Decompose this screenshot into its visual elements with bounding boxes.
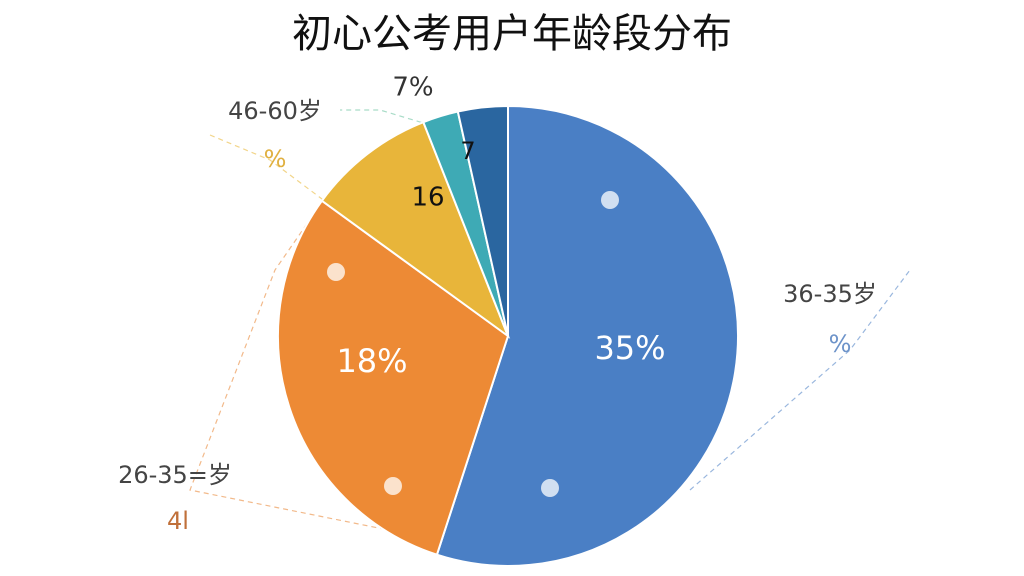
pie xyxy=(277,104,739,567)
chart-title: 初心公考用户年龄段分布 xyxy=(292,11,732,57)
dot xyxy=(601,191,619,209)
annotation: 7% xyxy=(392,73,433,103)
dot xyxy=(384,477,402,495)
leader-line xyxy=(209,134,331,206)
annotation: 7 xyxy=(460,137,475,165)
pie-slice xyxy=(435,104,739,567)
annotation: 16 xyxy=(411,183,444,213)
annotation: % xyxy=(264,145,287,173)
annotation: 46-60岁 xyxy=(228,97,322,125)
annotation: 4l xyxy=(167,507,189,535)
annotation: 36-35岁 xyxy=(783,280,877,308)
dot xyxy=(327,263,345,281)
pie-slice xyxy=(277,199,510,557)
annotation: 35% xyxy=(594,329,665,367)
leader-line xyxy=(689,269,911,491)
leader-lines xyxy=(189,109,911,541)
slice-dots xyxy=(327,191,619,497)
dot xyxy=(541,479,559,497)
pie-slice xyxy=(456,104,509,337)
leader-line xyxy=(340,109,431,126)
annotation: % xyxy=(829,330,852,358)
pie-slice xyxy=(320,120,511,339)
annotations: 35% 18% 16 7 7% 46-60岁% 36-35岁% 26-35=岁 4l xyxy=(118,73,877,536)
leader-line xyxy=(189,204,439,541)
annotation: 26-35=岁 xyxy=(118,461,232,489)
annotation: 18% xyxy=(336,342,407,380)
